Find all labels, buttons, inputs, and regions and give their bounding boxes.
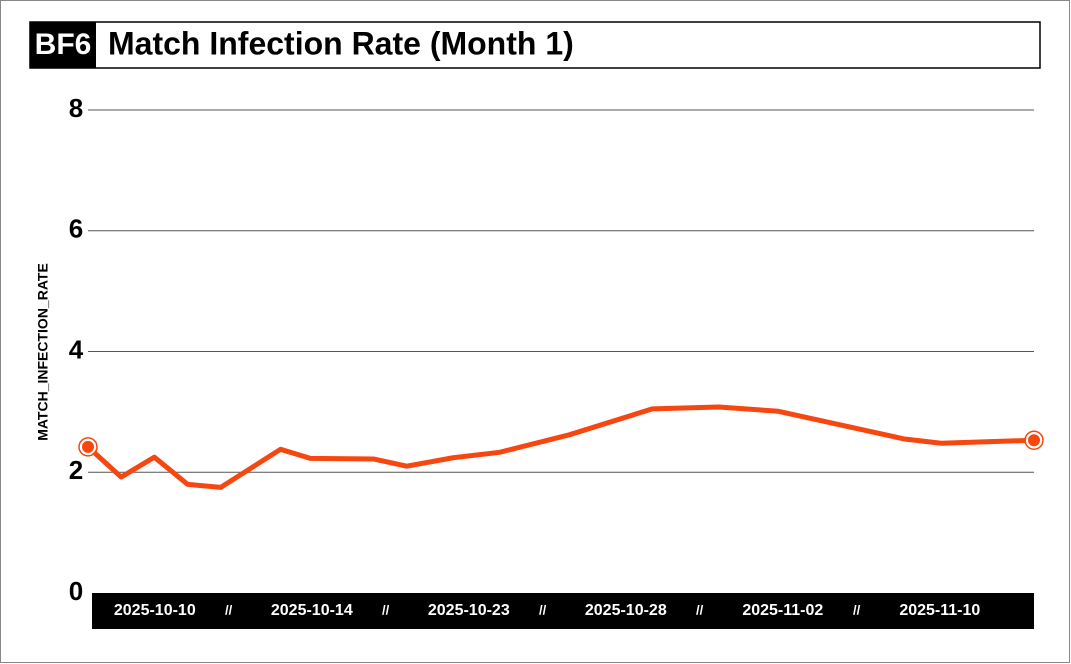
x-separator: // [225, 602, 233, 617]
x-separator: // [696, 602, 704, 617]
end-marker [1026, 432, 1042, 449]
y-tick-label: 0 [69, 576, 83, 606]
x-separator: // [382, 602, 390, 617]
end-marker-ring [78, 437, 98, 457]
x-tick-label: 2025-10-23 [428, 602, 510, 619]
line [85, 404, 1037, 490]
y-tick-label: 6 [69, 214, 83, 244]
x-separator: // [539, 602, 547, 617]
y-tick-label: 2 [69, 455, 83, 485]
end-marker [80, 438, 96, 455]
y-tick-label: 8 [69, 93, 83, 123]
y-tick-label: 4 [69, 334, 84, 364]
x-separator: // [853, 602, 861, 617]
x-tick-label: 2025-10-14 [271, 602, 353, 619]
y-axis-label: MATCH_INFECTION_RATE [35, 263, 51, 441]
end-marker-ring [1024, 430, 1044, 451]
x-tick-label: 2025-10-10 [114, 602, 196, 619]
badge: BF6 [35, 28, 92, 61]
badge-box [30, 22, 96, 68]
x-tick-label: 2025-11-10 [899, 602, 980, 619]
x-axis-band [92, 593, 1034, 629]
x-tick-label: 2025-10-28 [585, 602, 667, 619]
x-tick-label: 2025-11-02 [742, 602, 823, 619]
chart-title: Match Infection Rate (Month 1) [108, 25, 574, 61]
title-box [29, 21, 1041, 69]
